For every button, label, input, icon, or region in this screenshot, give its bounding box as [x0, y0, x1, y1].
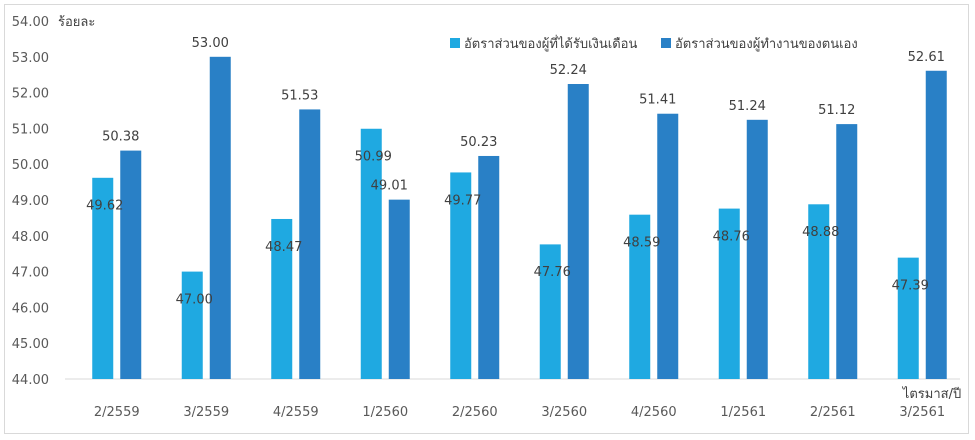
legend-swatch	[661, 38, 671, 48]
x-category-label: 2/2559	[94, 405, 140, 420]
x-category-label: 2/2561	[810, 405, 856, 420]
data-label-self-employed: 51.41	[639, 93, 676, 108]
data-label-self-employed: 49.01	[371, 179, 408, 194]
data-label-salaried: 48.59	[623, 236, 660, 251]
data-label-self-employed: 53.00	[192, 36, 229, 51]
data-label-salaried: 49.77	[444, 193, 481, 208]
bar-salaried	[92, 177, 114, 379]
bar-self-employed	[478, 155, 500, 379]
bar-self-employed	[299, 109, 321, 380]
data-label-salaried: 47.76	[534, 265, 571, 280]
x-category-label: 3/2559	[183, 405, 229, 420]
data-label-salaried: 47.39	[892, 278, 929, 293]
legend: อัตราส่วนของผู้ที่ได้รับเงินเดือน อัตราส่…	[450, 35, 858, 52]
data-label-salaried: 49.62	[86, 199, 123, 214]
bar-salaried	[629, 214, 651, 379]
bar-self-employed	[120, 150, 142, 379]
y-tick-label: 53.00	[12, 51, 49, 66]
bar-salaried	[539, 244, 561, 379]
legend-swatch	[450, 38, 460, 48]
x-axis-categories: 2/2559 3/2559 4/2559 1/2560 2/2560 3/2560 4/25…	[94, 405, 945, 420]
y-tick-label: 52.00	[12, 87, 49, 102]
bar-salaried	[181, 271, 203, 379]
data-label-salaried: 48.88	[802, 225, 839, 240]
data-label-self-employed: 50.23	[460, 135, 497, 150]
y-tick-label: 46.00	[12, 301, 49, 316]
y-tick-label: 47.00	[12, 266, 49, 281]
x-category-label: 2/2560	[452, 405, 498, 420]
bar-self-employed	[746, 119, 768, 380]
legend-label: อัตราส่วนของผู้ทำงานของตนเอง	[675, 37, 858, 52]
bar-salaried	[450, 172, 472, 379]
bar-salaried	[360, 128, 382, 379]
bar-self-employed	[836, 124, 858, 379]
data-label-salaried: 48.76	[713, 229, 750, 244]
y-tick-label: 44.00	[12, 373, 49, 388]
bar-salaried	[897, 257, 919, 379]
bar-self-employed	[657, 113, 679, 380]
y-tick-label: 49.00	[12, 194, 49, 209]
bars: 49.62 50.38 47.00 53.00 48.47 51.53 50.99 49.01…	[86, 36, 947, 380]
y-tick-label: 51.00	[12, 122, 49, 137]
data-label-self-employed: 52.61	[908, 50, 945, 65]
x-category-label: 4/2560	[631, 405, 677, 420]
data-label-self-employed: 52.24	[550, 63, 587, 78]
bar-self-employed	[925, 70, 947, 380]
x-category-label: 3/2561	[899, 405, 945, 420]
data-label-self-employed: 51.53	[281, 88, 318, 103]
data-label-self-employed: 51.12	[818, 103, 855, 118]
x-category-label: 3/2560	[541, 405, 587, 420]
y-tick-label: 45.00	[12, 337, 49, 352]
bar-salaried	[718, 208, 740, 379]
x-axis-title: ไตรมาส/ปี	[902, 386, 961, 402]
bar-self-employed	[388, 199, 410, 379]
y-tick-label: 50.00	[12, 158, 49, 173]
x-category-label: 1/2561	[720, 405, 766, 420]
data-label-self-employed: 50.38	[102, 130, 139, 145]
y-tick-label: 54.00	[12, 15, 49, 30]
legend-label: อัตราส่วนของผู้ที่ได้รับเงินเดือน	[464, 35, 637, 52]
bar-self-employed	[209, 56, 231, 380]
x-category-label: 4/2559	[273, 405, 319, 420]
y-tick-label: 48.00	[12, 230, 49, 245]
bar-salaried	[271, 218, 293, 379]
bar-self-employed	[567, 84, 589, 380]
data-label-salaried: 50.99	[355, 150, 392, 165]
data-label-salaried: 47.00	[176, 292, 213, 307]
data-label-self-employed: 51.24	[729, 99, 766, 114]
y-axis-title: ร้อยละ	[58, 15, 95, 30]
data-label-salaried: 48.47	[265, 240, 302, 255]
bar-salaried	[808, 204, 830, 379]
x-category-label: 1/2560	[362, 405, 408, 420]
y-axis-ticks: 44.00 45.00 46.00 47.00 48.00 49.00 50.00 51.00…	[12, 15, 49, 388]
